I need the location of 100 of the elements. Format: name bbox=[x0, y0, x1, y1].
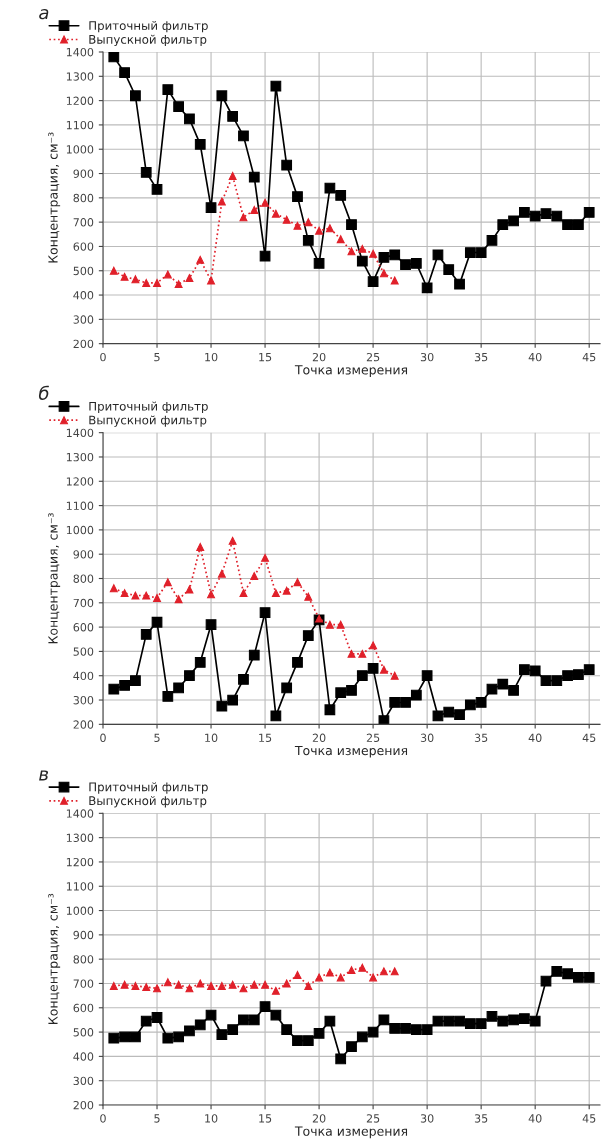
x-tick-label: 45 bbox=[582, 353, 596, 362]
point bbox=[108, 683, 120, 695]
point bbox=[151, 183, 163, 195]
point bbox=[346, 684, 357, 696]
point bbox=[324, 704, 336, 716]
point bbox=[454, 709, 465, 720]
point bbox=[367, 663, 379, 674]
point bbox=[369, 249, 378, 258]
point bbox=[162, 1032, 174, 1044]
point bbox=[174, 980, 183, 989]
point bbox=[475, 697, 487, 708]
point bbox=[271, 209, 280, 218]
point bbox=[140, 629, 152, 640]
point bbox=[261, 980, 270, 989]
point bbox=[379, 665, 388, 674]
legend-label: Выпускной фильтр bbox=[89, 34, 207, 47]
point bbox=[216, 1029, 228, 1040]
y-tick-label: 1100 bbox=[66, 882, 94, 891]
point bbox=[551, 965, 563, 977]
y-tick-label: 1100 bbox=[66, 120, 94, 130]
point bbox=[163, 270, 172, 279]
y-tick-label: 300 bbox=[73, 315, 94, 324]
point bbox=[302, 234, 314, 246]
point bbox=[109, 584, 118, 593]
point bbox=[293, 578, 302, 587]
point bbox=[217, 569, 226, 578]
point bbox=[335, 1053, 347, 1065]
y-tick-label: 1200 bbox=[66, 477, 94, 486]
point bbox=[119, 680, 130, 691]
point bbox=[508, 684, 519, 696]
legend-label: Приточный фильтр bbox=[89, 20, 208, 33]
point bbox=[259, 250, 271, 262]
x-tick-label: 10 bbox=[205, 733, 218, 742]
point bbox=[142, 278, 151, 287]
point bbox=[518, 1013, 530, 1025]
point bbox=[248, 1014, 260, 1026]
point bbox=[356, 255, 368, 267]
point bbox=[109, 266, 118, 275]
point bbox=[173, 682, 185, 694]
point bbox=[196, 979, 205, 988]
x-tick-label: 35 bbox=[474, 352, 488, 362]
x-tick-label: 35 bbox=[474, 1114, 488, 1123]
point bbox=[184, 670, 195, 682]
point bbox=[239, 589, 248, 598]
x-tick-label: 10 bbox=[205, 1114, 218, 1123]
point bbox=[248, 649, 260, 661]
point bbox=[131, 275, 140, 284]
point bbox=[205, 619, 217, 631]
point bbox=[508, 1014, 519, 1026]
point bbox=[151, 1012, 163, 1023]
y-axis-title: Концентрация, см⁻³ bbox=[48, 513, 61, 644]
point bbox=[228, 536, 237, 545]
point bbox=[390, 671, 399, 680]
x-tick-label: 0 bbox=[100, 733, 106, 742]
point bbox=[583, 207, 595, 218]
point bbox=[562, 670, 573, 682]
chart-title: в bbox=[39, 770, 49, 781]
point bbox=[130, 675, 141, 686]
point bbox=[529, 210, 541, 222]
point bbox=[443, 706, 455, 718]
point bbox=[120, 589, 129, 598]
y-tick-label: 600 bbox=[73, 1003, 94, 1013]
point bbox=[313, 258, 325, 269]
point bbox=[518, 207, 530, 218]
point bbox=[304, 592, 313, 601]
point bbox=[443, 1015, 455, 1027]
point bbox=[356, 1031, 368, 1043]
point bbox=[184, 1025, 195, 1037]
y-tick-label: 300 bbox=[73, 696, 94, 705]
point bbox=[421, 282, 433, 294]
y-axis-title: Концентрация, см⁻³ bbox=[48, 893, 61, 1024]
point bbox=[486, 1010, 498, 1022]
point bbox=[292, 1035, 303, 1046]
point bbox=[292, 656, 303, 668]
point bbox=[379, 967, 388, 976]
point bbox=[130, 1031, 141, 1043]
y-tick-label: 400 bbox=[73, 1052, 94, 1061]
x-tick-label: 15 bbox=[259, 733, 272, 742]
y-tick-label: 1000 bbox=[66, 145, 94, 154]
point bbox=[390, 967, 399, 976]
point bbox=[194, 138, 206, 150]
point bbox=[336, 620, 345, 629]
point bbox=[389, 249, 401, 261]
legend-label: Выпускной фильтр bbox=[89, 796, 207, 808]
point bbox=[109, 981, 118, 990]
x-tick-label: 45 bbox=[582, 1114, 596, 1123]
x-tick-label: 5 bbox=[154, 733, 160, 742]
point bbox=[282, 979, 291, 988]
chart-title: а bbox=[39, 8, 49, 20]
y-tick-label: 1400 bbox=[66, 47, 94, 57]
point bbox=[196, 542, 205, 551]
point bbox=[174, 280, 183, 289]
point bbox=[196, 255, 205, 264]
point bbox=[400, 697, 411, 708]
point bbox=[261, 553, 270, 562]
x-tick-label: 0 bbox=[100, 1114, 106, 1123]
point bbox=[346, 219, 357, 230]
point bbox=[238, 1014, 249, 1026]
chart-title: б bbox=[38, 385, 49, 400]
point bbox=[259, 607, 271, 618]
